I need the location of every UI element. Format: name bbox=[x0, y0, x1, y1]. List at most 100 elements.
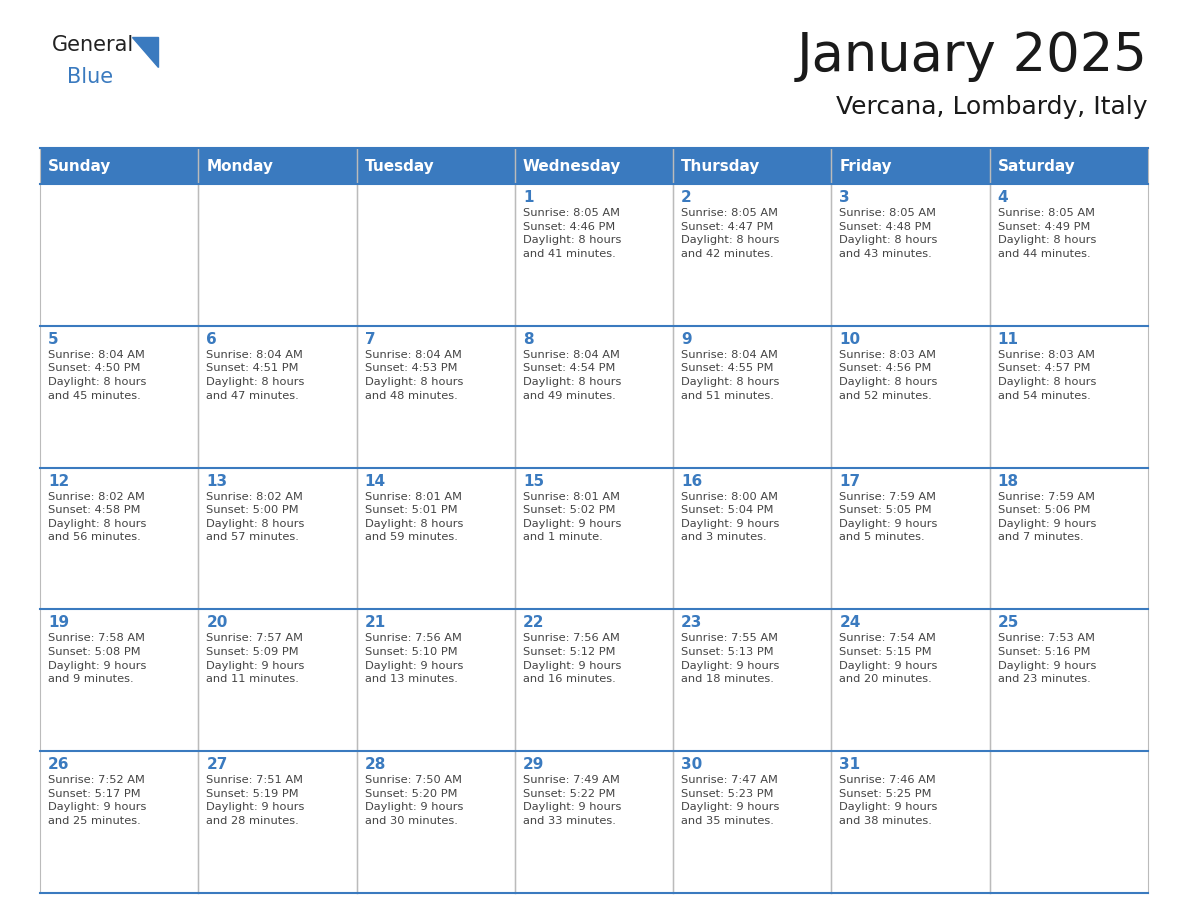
Text: Sunrise: 8:02 AM
Sunset: 4:58 PM
Daylight: 8 hours
and 56 minutes.: Sunrise: 8:02 AM Sunset: 4:58 PM Dayligh… bbox=[48, 492, 146, 543]
Text: 22: 22 bbox=[523, 615, 544, 631]
Bar bbox=[198, 467, 356, 610]
Bar bbox=[990, 610, 1148, 751]
Text: 13: 13 bbox=[207, 474, 227, 488]
Text: 27: 27 bbox=[207, 757, 228, 772]
Text: Sunrise: 8:03 AM
Sunset: 4:57 PM
Daylight: 8 hours
and 54 minutes.: Sunrise: 8:03 AM Sunset: 4:57 PM Dayligh… bbox=[998, 350, 1097, 400]
Text: Sunrise: 7:52 AM
Sunset: 5:17 PM
Daylight: 9 hours
and 25 minutes.: Sunrise: 7:52 AM Sunset: 5:17 PM Dayligh… bbox=[48, 775, 146, 826]
Bar bbox=[198, 751, 356, 893]
Bar bbox=[40, 467, 198, 610]
Bar bbox=[832, 610, 990, 751]
Text: Sunrise: 8:05 AM
Sunset: 4:47 PM
Daylight: 8 hours
and 42 minutes.: Sunrise: 8:05 AM Sunset: 4:47 PM Dayligh… bbox=[681, 208, 779, 259]
Text: Sunrise: 8:00 AM
Sunset: 5:04 PM
Daylight: 9 hours
and 3 minutes.: Sunrise: 8:00 AM Sunset: 5:04 PM Dayligh… bbox=[681, 492, 779, 543]
Text: January 2025: January 2025 bbox=[797, 30, 1148, 82]
Text: Sunrise: 8:04 AM
Sunset: 4:51 PM
Daylight: 8 hours
and 47 minutes.: Sunrise: 8:04 AM Sunset: 4:51 PM Dayligh… bbox=[207, 350, 304, 400]
Text: 21: 21 bbox=[365, 615, 386, 631]
Bar bbox=[198, 610, 356, 751]
Bar bbox=[198, 326, 356, 467]
Bar bbox=[674, 467, 832, 610]
Text: Sunrise: 7:56 AM
Sunset: 5:10 PM
Daylight: 9 hours
and 13 minutes.: Sunrise: 7:56 AM Sunset: 5:10 PM Dayligh… bbox=[365, 633, 463, 684]
Text: 10: 10 bbox=[840, 331, 860, 347]
Text: Sunrise: 8:05 AM
Sunset: 4:49 PM
Daylight: 8 hours
and 44 minutes.: Sunrise: 8:05 AM Sunset: 4:49 PM Dayligh… bbox=[998, 208, 1097, 259]
Bar bbox=[990, 326, 1148, 467]
Text: Sunrise: 8:01 AM
Sunset: 5:02 PM
Daylight: 9 hours
and 1 minute.: Sunrise: 8:01 AM Sunset: 5:02 PM Dayligh… bbox=[523, 492, 621, 543]
Bar bbox=[514, 610, 674, 751]
Text: 8: 8 bbox=[523, 331, 533, 347]
Bar bbox=[356, 610, 514, 751]
Text: 31: 31 bbox=[840, 757, 860, 772]
Text: 28: 28 bbox=[365, 757, 386, 772]
Text: 3: 3 bbox=[840, 190, 851, 205]
Bar bbox=[674, 751, 832, 893]
Text: 4: 4 bbox=[998, 190, 1009, 205]
Bar bbox=[674, 326, 832, 467]
Text: Thursday: Thursday bbox=[681, 159, 760, 174]
Bar bbox=[832, 148, 990, 184]
Text: Sunrise: 7:54 AM
Sunset: 5:15 PM
Daylight: 9 hours
and 20 minutes.: Sunrise: 7:54 AM Sunset: 5:15 PM Dayligh… bbox=[840, 633, 937, 684]
Text: 11: 11 bbox=[998, 331, 1019, 347]
Bar bbox=[356, 148, 514, 184]
Bar bbox=[832, 184, 990, 326]
Text: 9: 9 bbox=[681, 331, 691, 347]
Text: 6: 6 bbox=[207, 331, 217, 347]
Bar bbox=[674, 610, 832, 751]
Bar bbox=[356, 326, 514, 467]
Text: Sunrise: 8:03 AM
Sunset: 4:56 PM
Daylight: 8 hours
and 52 minutes.: Sunrise: 8:03 AM Sunset: 4:56 PM Dayligh… bbox=[840, 350, 937, 400]
Text: 12: 12 bbox=[48, 474, 69, 488]
Text: Sunrise: 7:51 AM
Sunset: 5:19 PM
Daylight: 9 hours
and 28 minutes.: Sunrise: 7:51 AM Sunset: 5:19 PM Dayligh… bbox=[207, 775, 304, 826]
Bar bbox=[356, 184, 514, 326]
Text: Sunday: Sunday bbox=[48, 159, 112, 174]
Bar bbox=[356, 751, 514, 893]
Bar bbox=[198, 148, 356, 184]
Bar bbox=[40, 610, 198, 751]
Text: Sunrise: 7:57 AM
Sunset: 5:09 PM
Daylight: 9 hours
and 11 minutes.: Sunrise: 7:57 AM Sunset: 5:09 PM Dayligh… bbox=[207, 633, 304, 684]
Bar bbox=[514, 467, 674, 610]
Text: 30: 30 bbox=[681, 757, 702, 772]
Text: 18: 18 bbox=[998, 474, 1019, 488]
Text: 26: 26 bbox=[48, 757, 70, 772]
Text: Sunrise: 7:47 AM
Sunset: 5:23 PM
Daylight: 9 hours
and 35 minutes.: Sunrise: 7:47 AM Sunset: 5:23 PM Dayligh… bbox=[681, 775, 779, 826]
Text: Sunrise: 7:49 AM
Sunset: 5:22 PM
Daylight: 9 hours
and 33 minutes.: Sunrise: 7:49 AM Sunset: 5:22 PM Dayligh… bbox=[523, 775, 621, 826]
Bar bbox=[198, 184, 356, 326]
Text: 7: 7 bbox=[365, 331, 375, 347]
Text: Sunrise: 8:01 AM
Sunset: 5:01 PM
Daylight: 8 hours
and 59 minutes.: Sunrise: 8:01 AM Sunset: 5:01 PM Dayligh… bbox=[365, 492, 463, 543]
Text: Friday: Friday bbox=[840, 159, 892, 174]
Text: 2: 2 bbox=[681, 190, 691, 205]
Text: Sunrise: 7:59 AM
Sunset: 5:05 PM
Daylight: 9 hours
and 5 minutes.: Sunrise: 7:59 AM Sunset: 5:05 PM Dayligh… bbox=[840, 492, 937, 543]
Text: 25: 25 bbox=[998, 615, 1019, 631]
Text: Blue: Blue bbox=[67, 67, 113, 87]
Text: 19: 19 bbox=[48, 615, 69, 631]
Bar bbox=[990, 184, 1148, 326]
Polygon shape bbox=[132, 37, 158, 67]
Text: Sunrise: 7:56 AM
Sunset: 5:12 PM
Daylight: 9 hours
and 16 minutes.: Sunrise: 7:56 AM Sunset: 5:12 PM Dayligh… bbox=[523, 633, 621, 684]
Text: 15: 15 bbox=[523, 474, 544, 488]
Text: Sunrise: 8:04 AM
Sunset: 4:54 PM
Daylight: 8 hours
and 49 minutes.: Sunrise: 8:04 AM Sunset: 4:54 PM Dayligh… bbox=[523, 350, 621, 400]
Text: Wednesday: Wednesday bbox=[523, 159, 621, 174]
Text: 23: 23 bbox=[681, 615, 702, 631]
Text: Sunrise: 8:04 AM
Sunset: 4:53 PM
Daylight: 8 hours
and 48 minutes.: Sunrise: 8:04 AM Sunset: 4:53 PM Dayligh… bbox=[365, 350, 463, 400]
Text: Sunrise: 7:53 AM
Sunset: 5:16 PM
Daylight: 9 hours
and 23 minutes.: Sunrise: 7:53 AM Sunset: 5:16 PM Dayligh… bbox=[998, 633, 1097, 684]
Text: Sunrise: 8:05 AM
Sunset: 4:46 PM
Daylight: 8 hours
and 41 minutes.: Sunrise: 8:05 AM Sunset: 4:46 PM Dayligh… bbox=[523, 208, 621, 259]
Bar bbox=[990, 467, 1148, 610]
Text: Saturday: Saturday bbox=[998, 159, 1075, 174]
Bar bbox=[674, 148, 832, 184]
Text: Sunrise: 8:05 AM
Sunset: 4:48 PM
Daylight: 8 hours
and 43 minutes.: Sunrise: 8:05 AM Sunset: 4:48 PM Dayligh… bbox=[840, 208, 937, 259]
Text: Monday: Monday bbox=[207, 159, 273, 174]
Bar bbox=[40, 326, 198, 467]
Text: Sunrise: 7:50 AM
Sunset: 5:20 PM
Daylight: 9 hours
and 30 minutes.: Sunrise: 7:50 AM Sunset: 5:20 PM Dayligh… bbox=[365, 775, 463, 826]
Bar bbox=[514, 148, 674, 184]
Text: Sunrise: 8:02 AM
Sunset: 5:00 PM
Daylight: 8 hours
and 57 minutes.: Sunrise: 8:02 AM Sunset: 5:00 PM Dayligh… bbox=[207, 492, 304, 543]
Text: 17: 17 bbox=[840, 474, 860, 488]
Bar bbox=[514, 184, 674, 326]
Text: Sunrise: 7:58 AM
Sunset: 5:08 PM
Daylight: 9 hours
and 9 minutes.: Sunrise: 7:58 AM Sunset: 5:08 PM Dayligh… bbox=[48, 633, 146, 684]
Bar bbox=[832, 751, 990, 893]
Text: General: General bbox=[52, 35, 134, 55]
Text: Sunrise: 8:04 AM
Sunset: 4:50 PM
Daylight: 8 hours
and 45 minutes.: Sunrise: 8:04 AM Sunset: 4:50 PM Dayligh… bbox=[48, 350, 146, 400]
Text: 29: 29 bbox=[523, 757, 544, 772]
Bar bbox=[832, 467, 990, 610]
Bar bbox=[356, 467, 514, 610]
Text: Sunrise: 7:46 AM
Sunset: 5:25 PM
Daylight: 9 hours
and 38 minutes.: Sunrise: 7:46 AM Sunset: 5:25 PM Dayligh… bbox=[840, 775, 937, 826]
Text: Sunrise: 7:59 AM
Sunset: 5:06 PM
Daylight: 9 hours
and 7 minutes.: Sunrise: 7:59 AM Sunset: 5:06 PM Dayligh… bbox=[998, 492, 1097, 543]
Text: Vercana, Lombardy, Italy: Vercana, Lombardy, Italy bbox=[836, 95, 1148, 119]
Text: 16: 16 bbox=[681, 474, 702, 488]
Bar bbox=[514, 751, 674, 893]
